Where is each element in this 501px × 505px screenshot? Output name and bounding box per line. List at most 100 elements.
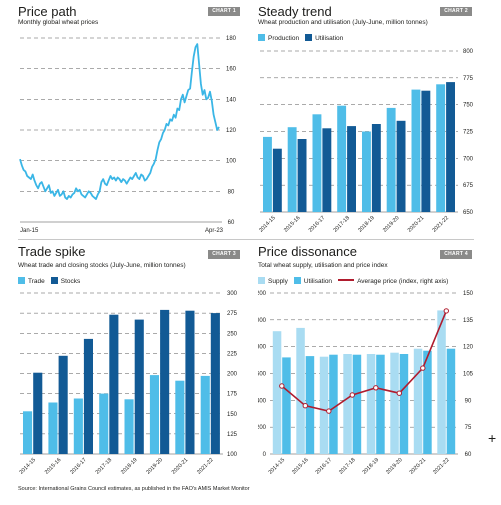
chart-4-price-marker [349,392,356,398]
chart-4-y2tick-label: 150 [463,291,474,297]
chart-4-xtick-label: 2021-22 [432,457,451,476]
chart-2-plot: 650 675 700 725 750 775 800 2014-15 2015-16 2016-… [258,49,474,234]
chart-1-ytick-label: 60 [228,220,235,226]
chart-1-xtick-label: Jan-15 [20,228,39,234]
chart-4-ytick-label: 200 [258,425,267,431]
chart-3-panel: Trade spike Wheat trade and closing stoc… [18,244,242,480]
chart-2-xtick-label: 2020-21 [407,215,426,234]
chart-4-bar-supply [437,310,446,454]
chart-4-ytick-label: 600 [258,372,267,378]
chart-3-bar-stocks [83,338,93,454]
chart-4-xtick-label: 2016-17 [315,457,334,476]
chart-3-plot: 100 125 150 175 200 225 250 275 300 2014-15 2015-1… [19,291,238,476]
chart-4-xtick-label: 2018-19 [362,457,381,476]
chart-1-badge: CHART 1 [208,7,240,16]
chart-2-badge: CHART 2 [440,7,472,16]
chart-3-ytick-label: 250 [227,331,238,337]
chart-2-bar-production [362,131,371,212]
chart-4-bar-utilisation [399,354,409,454]
chart-2-bar-production [287,127,297,212]
chart-2-ytick-label: 650 [463,210,474,216]
chart-2-bar-utilisation [446,82,455,212]
chart-4-y2tick-label: 90 [465,398,472,404]
chart-3-xtick-label: 2017-18 [95,457,114,476]
chart-3-legend-stocks: Stocks [50,277,80,285]
chart-4-legend-utilisation: Utilisation [293,277,332,285]
chart-3-bar-trade [23,411,33,454]
chart-2-bar-utilisation [396,120,406,212]
chart-3-xtick-label: 2019-20 [145,457,164,476]
chart-4-subtitle: Total wheat supply, utilisation and pric… [258,262,388,269]
chart-3-legend-trade: Trade [18,277,45,285]
chart-3-badge: CHART 3 [208,250,240,259]
chart-4-bar-utilisation [282,357,291,454]
chart-3-xtick-label: 2014-15 [19,457,38,476]
chart-2-ytick-label: 775 [463,76,474,82]
chart-2-title: Steady trend [258,4,332,19]
chart-3-xtick-label: 2015-16 [44,457,63,476]
chart-4-xtick-label: 2019-20 [385,457,404,476]
chart-3-xtick-label: 2016-17 [69,457,88,476]
chart-3-bar-stocks [33,372,43,454]
chart-3-xtick-label: 2021-22 [196,457,215,476]
chart-4-ytick-label: 1000 [258,318,267,324]
chart-1-xtick-label: Apr-23 [205,228,224,234]
chart-4-price-marker [326,408,332,414]
chart-2-xtick-label: 2019-20 [382,215,401,234]
chart-4-ytick-label: 1200 [258,291,267,297]
chart-1-plot: 60 80 100 120 140 160 180 Jan-15 Apr-23 [19,36,237,234]
chart-4-y2tick-label: 60 [465,452,472,458]
chart-2-bar-utilisation [322,128,332,212]
chart-3-ytick-label: 125 [227,432,238,438]
chart-4-bar-supply [366,354,376,454]
chart-3-ytick-label: 175 [227,392,238,398]
chart-3-bar-trade [48,402,58,454]
chart-3-bar-trade [73,398,83,454]
chart-1-ytick-label: 160 [226,67,237,73]
chart-4-bar-utilisation [329,354,338,454]
chart-4-ytick-label: 400 [258,398,267,404]
chart-2-xtick-label: 2017-18 [333,215,352,234]
chart-4-legend-supply: Supply [258,277,288,285]
chart-4-xtick-label: 2020-21 [409,457,428,476]
chart-2-bar-production [263,136,272,212]
chart-3-bar-stocks [185,310,195,454]
chart-4-panel: Price dissonance Total wheat supply, uti… [258,244,474,480]
chart-4-badge: CHART 4 [440,250,472,259]
chart-3-xtick-label: 2018-19 [120,457,139,476]
chart-3-bar-trade [124,399,134,454]
chart-1-price-line [19,43,220,200]
chart-1-ytick-label: 120 [226,128,237,134]
chart-4-xtick-label: 2015-16 [291,457,310,476]
chart-3-bar-stocks [160,309,170,454]
chart-4-price-marker [420,365,426,371]
chart-2-bar-utilisation [297,139,307,212]
chart-4-y2tick-label: 135 [463,318,474,324]
chart-2-bar-production [436,84,446,212]
chart-4-price-marker [279,383,285,389]
chart-4-legend-price: Average price (index, right axis) [338,278,448,285]
chart-2-bar-production [411,89,421,212]
chart-2-ytick-label: 725 [463,130,474,136]
chart-2-xtick-label: 2015-16 [283,215,302,234]
chart-3-bar-trade [175,380,185,454]
chart-3-bar-stocks [134,319,144,454]
chart-2-legend-production: Production [258,34,299,42]
chart-2-subtitle: Wheat production and utilisation (July-J… [258,19,428,26]
chart-2-bar-production [337,105,347,212]
chart-3-legend: Trade Stocks [18,277,80,285]
chart-4-y2tick-label: 120 [463,345,474,351]
source-note: Source: International Grains Council est… [18,486,250,492]
chart-3-bar-stocks [210,313,220,454]
chart-4-bar-utilisation [352,354,362,454]
chart-3-subtitle: Wheat trade and closing stocks (July-Jun… [18,262,186,269]
crosshair-cursor-icon: + [488,430,497,446]
chart-4-bar-utilisation [305,356,315,454]
chart-4-bar-supply [343,354,352,454]
chart-4-ytick-label: 800 [258,345,267,351]
chart-2-ytick-label: 700 [463,156,474,162]
chart-1-ytick-label: 140 [226,97,237,103]
chart-4-ytick-label: 0 [263,452,267,458]
chart-3-bar-stocks [58,355,68,454]
